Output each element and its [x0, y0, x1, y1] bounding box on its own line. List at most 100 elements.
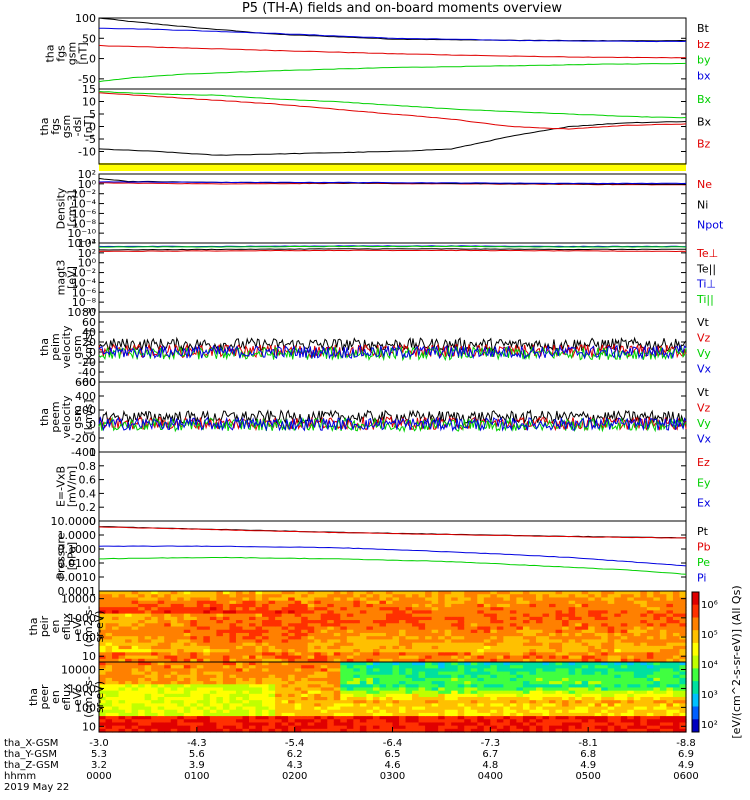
spectrogram-cell: [294, 700, 302, 704]
spectrogram-cell: [607, 697, 615, 701]
spectrogram-cell: [385, 668, 394, 673]
spectrogram-cell: [359, 662, 368, 666]
spectrogram-cell: [594, 594, 602, 599]
spectrogram-cell: [235, 722, 244, 727]
spectrogram-cell: [359, 706, 368, 711]
spectrogram-cell: [359, 725, 368, 730]
spectrogram-cell: [555, 706, 563, 711]
spectrogram-cell: [646, 665, 654, 669]
spectrogram-cell: [444, 626, 452, 631]
spectrogram-cell: [535, 597, 544, 602]
spectrogram-cell: [470, 591, 478, 595]
spectrogram-cell: [203, 665, 211, 669]
spectrogram-cell: [379, 712, 387, 717]
spectrogram-cell: [653, 697, 661, 701]
spectrogram-cell: [164, 690, 172, 695]
spectrogram-cell: [333, 697, 341, 701]
spectrogram-cell: [183, 662, 191, 666]
spectrogram-cell: [340, 712, 348, 717]
spectrogram-cell: [105, 610, 113, 615]
spectrogram-cell: [509, 706, 518, 711]
spectrogram-cell: [568, 594, 576, 599]
spectrogram-cell: [216, 597, 224, 602]
spectrogram-cell: [385, 610, 394, 615]
spectrogram-cell: [633, 668, 641, 673]
spectrogram-cell: [509, 623, 518, 628]
spectrogram-cell: [483, 700, 491, 704]
spectrogram-cell: [464, 597, 472, 602]
spectrogram-cell: [568, 690, 576, 695]
spectrogram-cell: [379, 623, 387, 628]
spectrogram-cell: [575, 722, 583, 727]
spectrogram-cell: [125, 594, 133, 599]
spectrogram-cell: [307, 719, 315, 724]
spectrogram-cell: [588, 620, 596, 624]
spectrogram-cell: [275, 620, 283, 624]
spectrogram-cell: [307, 684, 315, 689]
spectrogram-cell: [470, 613, 478, 618]
spectrogram-cell: [249, 636, 257, 641]
spectrogram-cell: [568, 677, 576, 682]
spectrogram-cell: [327, 728, 335, 733]
spectrogram-cell: [353, 613, 361, 618]
spectrogram-cell: [399, 613, 407, 618]
spectrogram-cell: [222, 674, 231, 679]
spectrogram-cell: [320, 655, 328, 660]
spectrogram-cell: [222, 632, 231, 637]
spectrogram-cell: [509, 697, 518, 701]
spectrogram-cell: [183, 703, 191, 708]
spectrogram-cell: [183, 591, 191, 595]
spectrogram-cell: [203, 697, 211, 701]
series-line: [98, 416, 687, 432]
spectrogram-cell: [431, 642, 439, 647]
spectrogram-cell: [359, 610, 368, 615]
spectrogram-cell: [99, 709, 107, 714]
spectrogram-cell: [653, 591, 661, 595]
spectrogram-cell: [477, 652, 485, 657]
spectrogram-cell: [542, 600, 550, 605]
spectrogram-cell: [144, 623, 152, 628]
spectrogram-cell: [503, 603, 511, 608]
spectrogram-cell: [633, 620, 641, 624]
spectrogram-cell: [268, 594, 276, 599]
spectrogram-cell: [483, 652, 491, 657]
spectrogram-cell: [646, 662, 654, 666]
spectrogram-cell: [562, 687, 570, 692]
spectrogram-cell: [666, 655, 674, 660]
spectrogram-cell: [151, 652, 159, 657]
spectrogram-cell: [640, 697, 648, 701]
spectrogram-cell: [549, 652, 557, 657]
spectrogram-cell: [353, 684, 361, 689]
spectrogram-cell: [307, 623, 315, 628]
spectrogram-cell: [359, 668, 368, 673]
spectrogram-cell: [470, 597, 478, 602]
spectrogram-cell: [535, 607, 544, 611]
spectrogram-cell: [366, 716, 374, 720]
spectrogram-cell: [268, 632, 276, 637]
spectrogram-cell: [314, 697, 322, 701]
spectrogram-cell: [340, 662, 348, 666]
spectrogram-cell: [659, 725, 668, 730]
spectrogram-cell: [490, 597, 498, 602]
spectrogram-cell: [633, 693, 641, 698]
spectrogram-cell: [549, 616, 557, 621]
spectrogram-cell: [255, 668, 263, 673]
spectrogram-cell: [659, 697, 668, 701]
spectrogram-cell: [653, 626, 661, 631]
spectrogram-cell: [346, 600, 354, 605]
spectrogram-cell: [235, 616, 244, 621]
spectrogram-cell: [235, 632, 244, 637]
spectrogram-cell: [359, 703, 368, 708]
spectrogram-cell: [164, 700, 172, 704]
spectrogram-cell: [483, 697, 491, 701]
spectrogram-cell: [425, 597, 433, 602]
spectrogram-cell: [131, 697, 139, 701]
spectrogram-cell: [503, 639, 511, 644]
spectrogram-cell: [568, 725, 576, 730]
spectrogram-cell: [249, 607, 257, 611]
spectrogram-cell: [222, 693, 231, 698]
legend-entry: Ni: [697, 198, 708, 211]
spectrogram-cell: [229, 728, 237, 733]
spectrogram-cell: [529, 668, 537, 673]
spectrogram-cell: [235, 658, 244, 663]
